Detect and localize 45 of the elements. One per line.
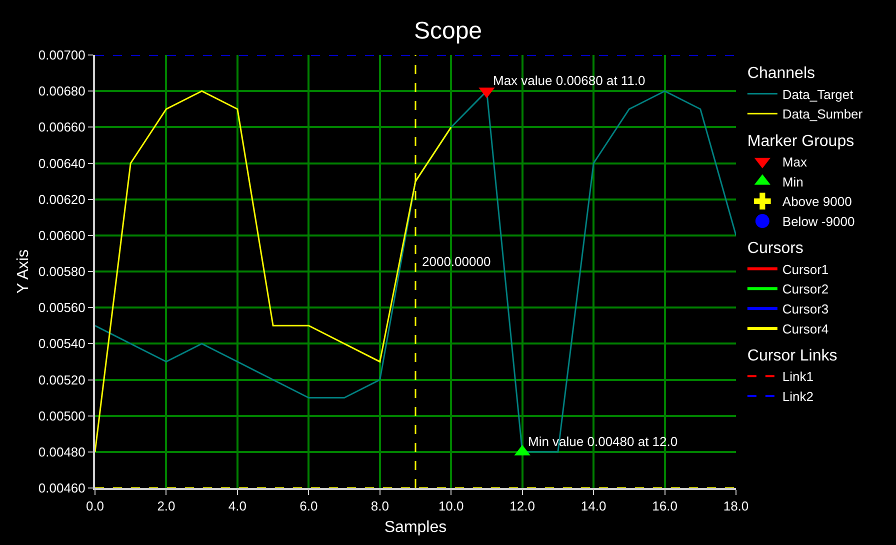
x-tick-label: 12.0 [510, 498, 535, 514]
legend-label: Max [782, 154, 808, 170]
text: Channels [747, 65, 816, 82]
x-tick-label: 14.0 [580, 498, 606, 514]
annotation: Max value 0.00680 at 11.0 [493, 73, 646, 88]
legend-label: Cursor3 [782, 302, 829, 317]
x-tick-label: 10.0 [438, 498, 464, 514]
y-tick-label: 0.00480 [38, 444, 86, 460]
x-tick-label: 6.0 [300, 498, 318, 514]
legend-label: Below -9000 [782, 214, 855, 230]
y-tick-label: 0.00600 [38, 228, 86, 243]
legend-label: Data_Target [782, 86, 854, 102]
y-tick-label: 0.00520 [38, 372, 86, 388]
y-tick-label: 0.00700 [38, 48, 86, 63]
x-tick-label: 4.0 [228, 498, 246, 514]
text: Cursors [747, 240, 804, 258]
annotation: 2000.00000 [422, 254, 491, 269]
legend-label: Above 9000 [782, 194, 852, 210]
y-tick-label: 0.00500 [38, 408, 86, 424]
y-tick-label: 0.00560 [38, 300, 86, 316]
x-axis-title: Samples [384, 518, 447, 536]
legend-label: Data_Sumber [782, 106, 864, 122]
text: Cursor Links [747, 348, 838, 365]
x-tick-label: 8.0 [370, 498, 389, 514]
annotation: Min value 0.00480 at 12.0 [528, 434, 678, 449]
x-tick-label: 18.0 [723, 498, 749, 514]
legend-label: Cursor4 [782, 322, 829, 337]
legend-label: Link1 [782, 369, 814, 384]
x-tick-label: 16.0 [652, 498, 678, 514]
x-tick-label: 0.0 [86, 498, 104, 514]
x-tick-label: 2.0 [157, 498, 176, 514]
legend-label: Cursor1 [782, 262, 829, 277]
y-tick-label: 0.00540 [38, 336, 86, 352]
legend-label: Link2 [782, 389, 814, 404]
y-tick-label: 0.00640 [38, 156, 86, 171]
y-tick-label: 0.00620 [38, 192, 86, 207]
y-axis-title: Y Axis [14, 249, 32, 294]
legend-label: Min [782, 174, 804, 190]
legend-label: Cursor2 [782, 282, 829, 297]
y-tick-label: 0.00660 [38, 120, 86, 135]
y-tick-label: 0.00580 [38, 264, 86, 280]
text: Marker Groups [747, 132, 854, 150]
y-tick-label: 0.00460 [38, 480, 86, 496]
chart-title: Scope [414, 18, 482, 45]
y-tick-label: 0.00680 [38, 84, 86, 99]
